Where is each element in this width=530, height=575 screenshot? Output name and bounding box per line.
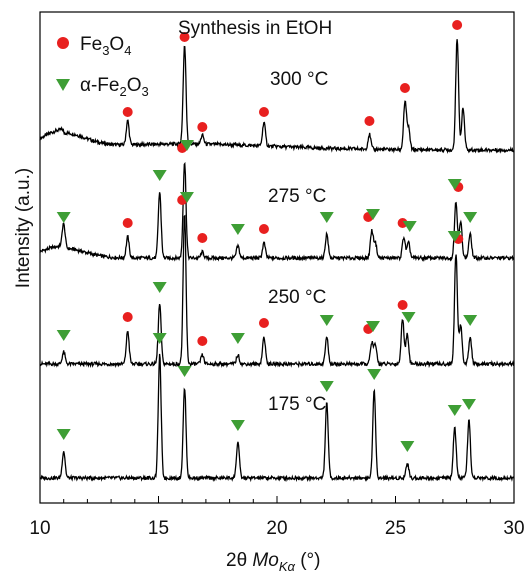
series-label-300: 300 °C xyxy=(270,69,328,90)
hematite-marker xyxy=(230,224,245,235)
legend-hematite-marker xyxy=(56,79,70,91)
fe3o4-marker xyxy=(399,83,410,93)
fe3o4-marker xyxy=(452,20,463,30)
fe3o4-marker xyxy=(258,107,269,117)
hematite-marker xyxy=(447,405,462,416)
fe3o4-marker xyxy=(397,218,408,228)
legend-fe3o4-marker xyxy=(57,37,69,49)
hematite-marker xyxy=(179,140,194,151)
chart-title: Synthesis in EtOH xyxy=(178,18,332,39)
x-tick-label: 15 xyxy=(148,518,169,539)
hematite-marker xyxy=(400,441,415,452)
legend-hematite-label: α-Fe2O3 xyxy=(80,75,149,99)
hematite-marker xyxy=(319,212,334,223)
hematite-marker xyxy=(56,429,71,440)
hematite-marker xyxy=(152,282,167,293)
series-line-3 xyxy=(39,353,515,483)
hematite-marker xyxy=(447,231,462,242)
x-axis-ticks: 10 15 20 25 30 xyxy=(29,496,525,539)
hematite-marker xyxy=(447,179,462,190)
hematite-marker xyxy=(463,212,478,223)
fe3o4-marker xyxy=(122,107,133,117)
x-tick-label: 25 xyxy=(385,518,406,539)
series-label-275: 275 °C xyxy=(268,186,326,207)
hematite-marker xyxy=(179,192,194,203)
hematite-marker xyxy=(461,399,476,410)
fe3o4-marker xyxy=(197,122,208,132)
hematite-marker xyxy=(367,369,382,380)
x-tick-label: 30 xyxy=(503,518,524,539)
x-tick-label: 10 xyxy=(29,518,50,539)
hematite-marker xyxy=(56,330,71,341)
curves-layer xyxy=(39,39,515,483)
fe3o4-marker xyxy=(122,312,133,322)
fe3o4-marker xyxy=(197,233,208,243)
fe3o4-marker xyxy=(122,218,133,228)
hematite-marker xyxy=(152,170,167,181)
fe3o4-marker xyxy=(364,116,375,126)
legend: Fe3O4 α-Fe2O3 xyxy=(56,34,149,99)
hematite-marker xyxy=(152,333,167,344)
hematite-marker xyxy=(319,315,334,326)
hematite-marker xyxy=(177,366,192,377)
series-line-2 xyxy=(39,214,515,369)
fe3o4-marker xyxy=(197,336,208,346)
legend-fe3o4-label: Fe3O4 xyxy=(80,34,131,58)
hematite-marker xyxy=(402,221,417,232)
hematite-marker xyxy=(463,315,478,326)
hematite-marker xyxy=(230,333,245,344)
y-axis-title: Intensity (a.u.) xyxy=(13,168,34,288)
hematite-marker xyxy=(56,212,71,223)
fe3o4-marker xyxy=(258,224,269,234)
series-line-1 xyxy=(39,161,515,262)
fe3o4-marker xyxy=(397,300,408,310)
hematite-marker xyxy=(365,321,380,332)
hematite-marker xyxy=(365,209,380,220)
series-label-175: 175 °C xyxy=(268,394,326,415)
hematite-marker xyxy=(319,381,334,392)
fe3o4-marker xyxy=(179,32,190,42)
series-label-250: 250 °C xyxy=(268,287,326,308)
x-axis-title: 2θ MoKα (°) xyxy=(226,550,320,574)
hematite-marker xyxy=(401,312,416,323)
markers-layer xyxy=(56,20,478,452)
fe3o4-marker xyxy=(258,318,269,328)
hematite-marker xyxy=(230,420,245,431)
x-tick-label: 20 xyxy=(266,518,287,539)
series-line-0 xyxy=(39,39,515,155)
